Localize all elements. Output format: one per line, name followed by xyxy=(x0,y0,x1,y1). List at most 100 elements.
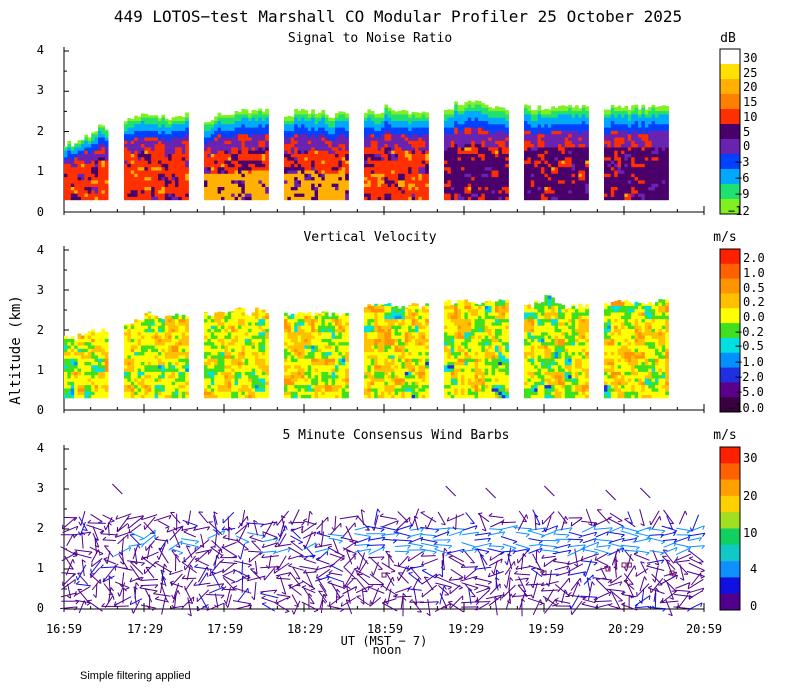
heatmap-cell xyxy=(527,105,532,108)
heatmap-cell xyxy=(134,170,138,174)
heatmap-cell xyxy=(91,153,95,158)
heatmap-cell xyxy=(91,335,95,339)
heatmap-cell xyxy=(284,193,288,197)
heatmap-cell xyxy=(94,157,99,161)
heatmap-cell xyxy=(331,157,336,161)
heatmap-cell xyxy=(488,124,492,128)
heatmap-cell xyxy=(301,193,305,197)
heatmap-cell xyxy=(571,137,576,141)
heatmap-cell xyxy=(284,180,288,184)
heatmap-cell xyxy=(204,150,208,154)
heatmap-cell xyxy=(411,160,416,164)
heatmap-cell xyxy=(94,166,99,171)
heatmap-cell xyxy=(178,115,183,118)
heatmap-cell xyxy=(311,140,315,145)
heatmap-cell xyxy=(164,391,169,395)
heatmap-cell xyxy=(171,368,176,372)
heatmap-cell xyxy=(547,163,552,168)
heatmap-cell xyxy=(307,170,312,174)
heatmap-cell xyxy=(244,153,249,158)
heatmap-cell xyxy=(394,183,399,187)
heatmap-cell xyxy=(164,348,169,353)
heatmap-cell xyxy=(141,137,145,141)
heatmap-cell xyxy=(648,124,652,128)
heatmap-cell xyxy=(644,127,649,131)
heatmap-cell xyxy=(251,140,256,145)
heatmap-cell xyxy=(585,143,589,148)
heatmap-cell xyxy=(311,170,315,174)
heatmap-cell xyxy=(447,114,452,118)
heatmap-cell xyxy=(204,365,208,369)
heatmap-cell xyxy=(537,143,542,148)
heatmap-cell xyxy=(457,124,462,128)
heatmap-cell xyxy=(467,130,472,135)
heatmap-cell xyxy=(491,160,496,164)
heatmap-cell xyxy=(261,173,266,178)
heatmap-cell xyxy=(568,124,572,128)
heatmap-cell xyxy=(161,114,166,118)
heatmap-cell xyxy=(481,153,486,158)
heatmap-cell xyxy=(581,186,586,191)
heatmap-cell xyxy=(547,176,552,181)
heatmap-cell xyxy=(338,117,343,121)
heatmap-cell xyxy=(581,130,586,135)
heatmap-cell xyxy=(530,173,535,178)
heatmap-cell xyxy=(207,186,212,191)
heatmap-cell xyxy=(461,193,465,197)
heatmap-cell xyxy=(297,124,302,128)
heatmap-cell xyxy=(604,133,608,138)
heatmap-cell xyxy=(124,183,128,187)
heatmap-cell xyxy=(207,176,212,181)
heatmap-cell xyxy=(621,170,625,174)
heatmap-cell xyxy=(491,166,496,171)
heatmap-cell xyxy=(214,153,218,158)
heatmap-cell xyxy=(297,117,302,121)
heatmap-cell xyxy=(464,130,469,135)
heatmap-cell xyxy=(91,196,95,201)
heatmap-cell xyxy=(234,186,239,191)
heatmap-cell xyxy=(634,157,639,161)
heatmap-cell xyxy=(185,137,189,141)
heatmap-cell xyxy=(341,130,346,135)
heatmap-cell xyxy=(551,147,555,151)
heatmap-cell xyxy=(185,120,189,125)
heatmap-cell xyxy=(154,137,159,141)
heatmap-cell xyxy=(665,180,669,184)
heatmap-cell xyxy=(204,394,208,399)
heatmap-cell xyxy=(575,140,579,145)
heatmap-cell xyxy=(227,186,232,191)
heatmap-cell xyxy=(454,183,458,187)
heatmap-cell xyxy=(207,140,212,145)
heatmap-cell xyxy=(147,173,152,178)
heatmap-cell xyxy=(164,335,169,339)
heatmap-cell xyxy=(575,183,579,187)
heatmap-cell xyxy=(617,110,622,115)
heatmap-cell xyxy=(621,147,625,151)
heatmap-cell xyxy=(185,394,189,399)
heatmap-cell xyxy=(147,368,152,372)
snr-colorbar: 30 25 20 15 10 5 0 −3 −6 −9 −12 xyxy=(719,48,757,218)
heatmap-cell xyxy=(227,137,232,141)
heatmap-cell xyxy=(387,124,392,128)
heatmap-cell xyxy=(498,186,503,191)
heatmap-cell xyxy=(644,193,649,197)
heatmap-cell xyxy=(318,114,322,118)
heatmap-cell xyxy=(64,374,68,379)
heatmap-cell xyxy=(404,120,409,125)
heatmap-cell xyxy=(527,110,532,115)
heatmap-cell xyxy=(381,180,385,184)
heatmap-cell xyxy=(335,186,339,191)
heatmap-cell xyxy=(91,341,95,346)
heatmap-cell xyxy=(137,137,142,141)
heatmap-cell xyxy=(655,176,659,181)
heatmap-cell xyxy=(374,176,378,181)
heatmap-cell xyxy=(338,114,343,118)
heatmap-cell xyxy=(244,117,249,121)
heatmap-cell xyxy=(604,124,608,128)
heatmap-cell xyxy=(341,117,346,121)
heatmap-cell xyxy=(498,153,503,158)
heatmap-cell xyxy=(398,110,402,115)
heatmap-cell xyxy=(408,166,412,171)
heatmap-cell xyxy=(284,176,288,181)
heatmap-cell xyxy=(421,153,426,158)
